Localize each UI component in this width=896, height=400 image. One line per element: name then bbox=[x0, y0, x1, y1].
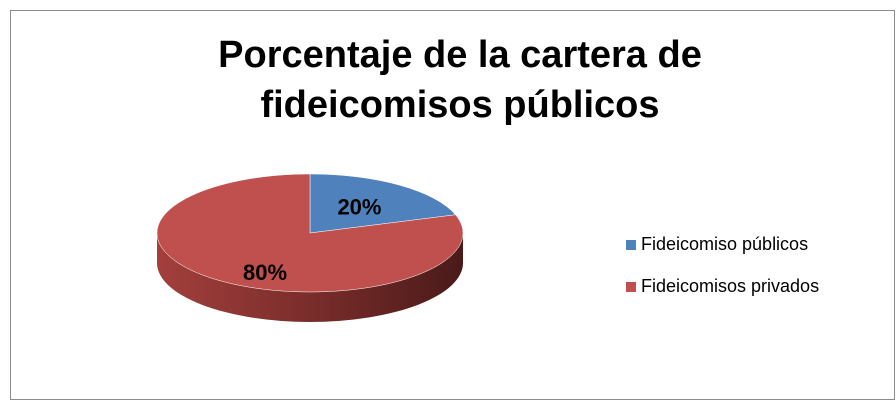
pie-slice bbox=[309, 173, 457, 234]
data-label: 80% bbox=[243, 260, 287, 285]
pie-slice bbox=[156, 173, 464, 293]
chart-frame bbox=[10, 10, 895, 400]
legend-label: Fideicomisos privados bbox=[641, 276, 819, 296]
pie-side bbox=[157, 233, 463, 322]
chart-title: Porcentaje de la cartera de fideicomisos … bbox=[218, 34, 702, 126]
legend-swatch bbox=[626, 282, 636, 292]
data-label: 20% bbox=[337, 195, 381, 220]
legend-label: Fideicomiso públicos bbox=[641, 234, 808, 254]
legend-swatch bbox=[626, 240, 636, 250]
